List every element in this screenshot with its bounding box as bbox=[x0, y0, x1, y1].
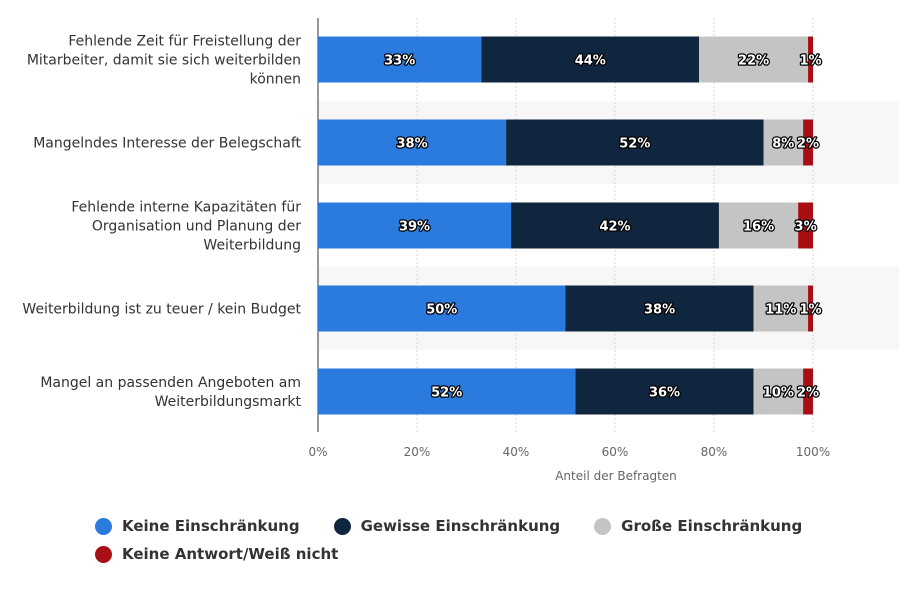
legend-marker bbox=[95, 517, 112, 535]
data-label: 38% bbox=[644, 303, 675, 318]
data-label: 2% bbox=[797, 137, 819, 152]
stacked-bar-chart: 33% 44% 22% 1%38% 52% 8% 2%39% 42% 16% 3%50% 38% 11… bbox=[22, 18, 831, 483]
legend-marker bbox=[594, 517, 612, 535]
bar-segment bbox=[753, 368, 804, 415]
bar-segment bbox=[808, 36, 813, 83]
x-tick-label: 100% bbox=[796, 445, 830, 459]
legend-item[interactable]: Gewisse Einschränkung bbox=[333, 512, 561, 540]
bar-segment bbox=[803, 119, 813, 166]
data-label: 22% bbox=[738, 54, 769, 69]
bar-segment bbox=[798, 202, 813, 249]
legend-item[interactable]: Keine Antwort/Weiß nicht bbox=[95, 540, 338, 568]
bar-segment bbox=[565, 285, 754, 332]
legend-label: Gewisse Einschränkung bbox=[360, 517, 561, 535]
x-tick-label: 20% bbox=[404, 445, 431, 459]
bar-segment bbox=[753, 285, 809, 332]
data-label: 10% bbox=[763, 386, 794, 401]
bar-segment bbox=[763, 119, 804, 166]
legend-item[interactable]: Keine Einschränkung bbox=[95, 512, 300, 540]
bar-segment bbox=[481, 36, 700, 83]
legend-label: Keine Einschränkung bbox=[122, 517, 300, 535]
data-label: 2% bbox=[797, 386, 819, 401]
x-tick-label: 0% bbox=[308, 445, 327, 459]
category-label: Mangel an passenden Angeboten am Weiterbi… bbox=[40, 375, 301, 410]
data-label: 1% bbox=[799, 303, 821, 318]
data-label: 52% bbox=[619, 137, 650, 152]
chart-legend: Keine Einschränkung Gewisse Einschränkung… bbox=[95, 512, 875, 568]
legend-marker bbox=[333, 517, 351, 535]
category-label: Fehlende Zeit für Freistellung der Mitarb… bbox=[27, 34, 301, 88]
data-label: 52% bbox=[431, 386, 462, 401]
data-label: 42% bbox=[599, 220, 630, 235]
bar-segment bbox=[808, 285, 813, 332]
legend-label: Große Einschränkung bbox=[621, 517, 803, 535]
category-label: Weiterbildung ist zu teuer / kein Budget bbox=[22, 302, 301, 318]
legend-label: Keine Antwort/Weiß nicht bbox=[122, 545, 339, 563]
bar-segment bbox=[718, 202, 799, 249]
legend-item[interactable]: Große Einschränkung bbox=[594, 512, 802, 540]
x-tick-label: 60% bbox=[602, 445, 629, 459]
data-label: 1% bbox=[799, 54, 821, 69]
bar-segment bbox=[699, 36, 809, 83]
bar-segment bbox=[318, 119, 507, 166]
bar-segment bbox=[575, 368, 754, 415]
x-axis-title: Anteil der Befragten bbox=[555, 469, 677, 483]
data-label: 11% bbox=[765, 303, 796, 318]
legend-marker bbox=[95, 545, 112, 563]
x-tick-label: 40% bbox=[503, 445, 530, 459]
category-label: Fehlende interne Kapazitäten für Organisa… bbox=[71, 200, 301, 254]
data-label: 36% bbox=[649, 386, 680, 401]
category-label: Mangelndes Interesse der Belegschaft bbox=[33, 136, 301, 152]
bar-segment bbox=[318, 368, 576, 415]
bar-segment bbox=[318, 285, 566, 332]
bar-segment bbox=[506, 119, 764, 166]
bar-segment bbox=[803, 368, 813, 415]
x-tick-label: 80% bbox=[701, 445, 728, 459]
data-label: 50% bbox=[426, 303, 457, 318]
bar-segment bbox=[318, 36, 482, 83]
data-label: 3% bbox=[795, 220, 817, 235]
bar-segment bbox=[318, 202, 512, 249]
data-label: 33% bbox=[384, 54, 415, 69]
data-label: 8% bbox=[772, 137, 794, 152]
data-label: 38% bbox=[396, 137, 427, 152]
data-label: 16% bbox=[743, 220, 774, 235]
data-label: 39% bbox=[399, 220, 430, 235]
bar-segment bbox=[511, 202, 719, 249]
data-label: 44% bbox=[575, 54, 606, 69]
